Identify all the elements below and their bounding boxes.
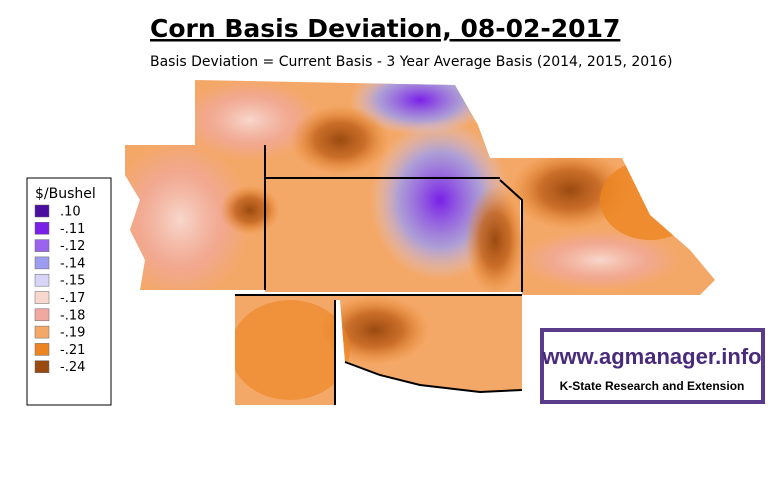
legend-swatch — [34, 325, 50, 339]
state-borders — [235, 145, 523, 405]
legend-label: -.14 — [60, 256, 85, 271]
legend-label: -.17 — [60, 291, 85, 306]
legend-label: -.12 — [60, 239, 85, 254]
legend-label: -.18 — [60, 308, 85, 323]
legend-swatch — [34, 273, 50, 287]
watermark-url: www.agmanager.info — [541, 344, 761, 369]
legend-title: $/Bushel — [35, 186, 96, 202]
legend-swatch — [34, 256, 50, 270]
legend-swatch — [34, 343, 50, 356]
legend-label: -.15 — [60, 274, 85, 289]
watermark-box — [540, 328, 765, 404]
legend-swatch — [34, 239, 50, 252]
legend-swatch — [34, 204, 50, 218]
legend-label: -.21 — [60, 343, 85, 358]
watermark-org: K-State Research and Extension — [560, 379, 745, 393]
subtitle: Basis Deviation = Current Basis - 3 Year… — [150, 54, 672, 70]
legend-label: -.24 — [60, 360, 85, 375]
legend-label: .10 — [60, 205, 81, 220]
legend-swatch — [34, 360, 50, 373]
legend-label: -.11 — [60, 222, 85, 237]
legend-swatch — [34, 308, 50, 322]
legend-swatch — [34, 291, 50, 304]
legend-swatch — [34, 222, 50, 235]
legend-label: -.19 — [60, 326, 85, 341]
title: Corn Basis Deviation, 08-02-2017 — [150, 14, 620, 43]
